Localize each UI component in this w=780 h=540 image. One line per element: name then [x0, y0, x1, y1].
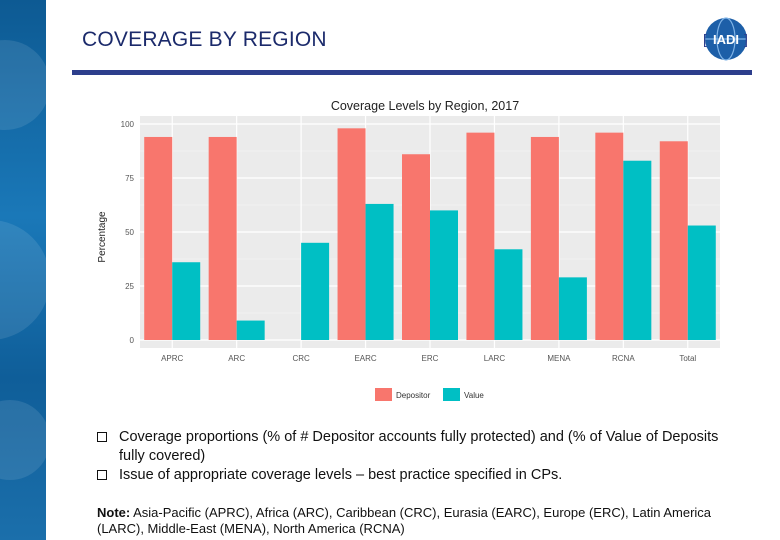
- decor-circle: [0, 40, 46, 130]
- checkbox-bullet-icon: [97, 432, 107, 442]
- x-tick-label: RCNA: [612, 354, 635, 363]
- x-tick-label: LARC: [484, 354, 506, 363]
- y-axis-label: Percentage: [97, 211, 108, 263]
- bullet-list: Coverage proportions (% of # Depositor a…: [97, 428, 737, 485]
- title-rule: [72, 70, 752, 75]
- bar-depositor-rcna: [595, 132, 624, 340]
- decor-circle: [0, 220, 46, 340]
- logo-text: IADI: [713, 32, 739, 47]
- x-tick-label: Total: [679, 354, 696, 363]
- slide-title: COVERAGE BY REGION: [82, 28, 327, 51]
- chart-legend: Depositor Value: [375, 388, 484, 401]
- legend-label: Depositor: [396, 391, 431, 400]
- chart-title: Coverage Levels by Region, 2017: [331, 99, 519, 113]
- legend-swatch: [375, 388, 392, 401]
- bar-value-larc: [494, 249, 523, 340]
- svg-text:[: [: [703, 31, 707, 47]
- bar-depositor-arc: [208, 136, 237, 340]
- note-label: Note:: [97, 505, 131, 520]
- bullet-item: Coverage proportions (% of # Depositor a…: [97, 428, 737, 466]
- bar-depositor-mena: [530, 136, 559, 340]
- decor-circle: [0, 400, 46, 480]
- bars: [144, 128, 716, 340]
- bullet-item: Issue of appropriate coverage levels – b…: [97, 466, 737, 485]
- iadi-logo: [ ] IADI: [703, 17, 748, 61]
- bar-depositor-total: [659, 141, 688, 340]
- y-tick-label: 100: [121, 120, 135, 129]
- legend-swatch: [443, 388, 460, 401]
- coverage-chart: Coverage Levels by Region, 2017 Percenta…: [97, 99, 720, 401]
- bar-depositor-erc: [402, 154, 430, 340]
- bullet-text: Coverage proportions (% of # Depositor a…: [119, 429, 719, 464]
- x-tick-label: EARC: [354, 354, 376, 363]
- x-tick-label: MENA: [547, 354, 571, 363]
- x-tick-label: ERC: [422, 354, 439, 363]
- note: Note: Asia-Pacific (APRC), Africa (ARC),…: [97, 505, 737, 537]
- x-tick-label: CRC: [292, 354, 310, 363]
- y-tick-label: 75: [125, 174, 134, 183]
- y-tick-labels: 0 25 50 75 100: [121, 120, 135, 345]
- legend-label: Value: [464, 391, 484, 400]
- checkbox-bullet-icon: [97, 470, 107, 480]
- x-tick-labels: APRC ARC CRC EARC ERC LARC MENA RCNA Total: [161, 354, 696, 363]
- bar-value-mena: [558, 277, 587, 340]
- bar-depositor-aprc: [144, 136, 173, 340]
- bar-value-earc: [365, 203, 394, 340]
- bar-value-crc: [301, 242, 330, 340]
- bar-value-erc: [430, 210, 458, 340]
- y-tick-label: 25: [125, 282, 134, 291]
- y-tick-label: 50: [125, 228, 134, 237]
- bar-value-total: [687, 225, 716, 340]
- svg-text:]: ]: [744, 31, 748, 47]
- bar-value-rcna: [623, 160, 652, 340]
- bar-depositor-earc: [337, 128, 366, 340]
- y-tick-label: 0: [130, 336, 135, 345]
- x-tick-label: ARC: [228, 354, 245, 363]
- side-decoration-band: [0, 0, 46, 540]
- bullet-text: Issue of appropriate coverage levels – b…: [119, 467, 563, 483]
- x-tick-label: APRC: [161, 354, 183, 363]
- bar-value-aprc: [172, 262, 201, 340]
- note-text: Asia-Pacific (APRC), Africa (ARC), Carib…: [97, 505, 712, 536]
- bar-value-arc: [236, 320, 265, 340]
- bar-depositor-larc: [466, 132, 495, 340]
